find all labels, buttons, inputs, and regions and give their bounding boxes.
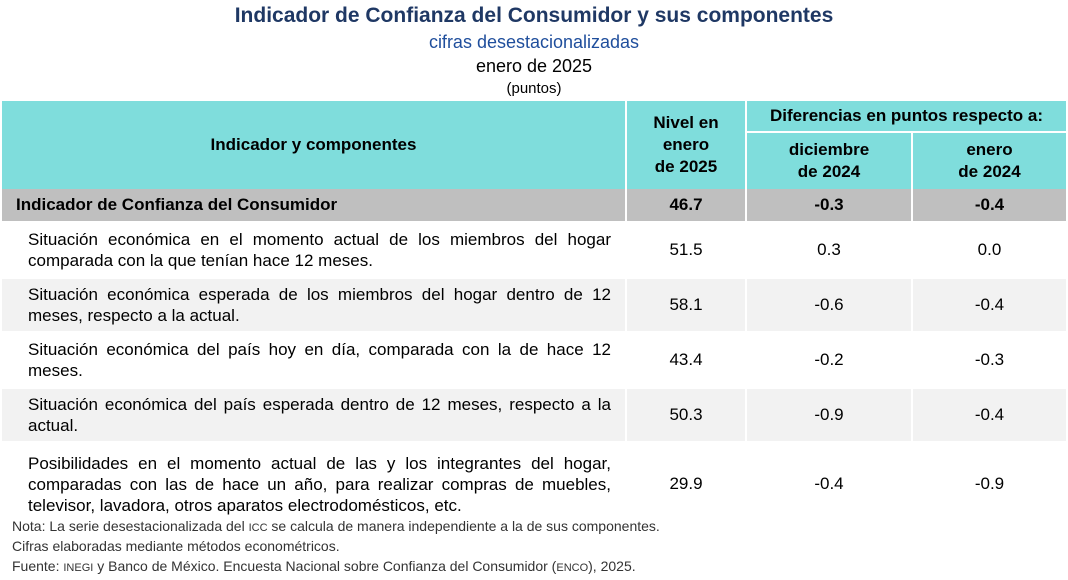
page-title: Indicador de Confianza del Consumidor y …	[234, 4, 834, 27]
row-diff-january: -0.4	[911, 387, 1066, 444]
row-level: 43.4	[625, 332, 746, 389]
row-diff-january: -0.9	[911, 442, 1066, 527]
row-diff-january: -0.4	[911, 189, 1066, 224]
page-subtitle: cifras desestacionalizadas	[428, 32, 640, 52]
row-diff-january: 0.0	[911, 222, 1066, 279]
footnote-econometric: Cifras elaboradas mediante métodos econo…	[12, 538, 340, 554]
row-level: 50.3	[625, 387, 746, 444]
row-diff-december: -0.3	[745, 189, 912, 224]
row-diff-december: -0.2	[745, 332, 912, 389]
footnote-text: y Banco de México. Encuesta Nacional sob…	[93, 558, 557, 574]
header-diff-january: enero de 2024	[912, 132, 1066, 189]
row-level: 51.5	[625, 222, 746, 279]
footnote-text: se calcula de manera independiente a la …	[267, 518, 660, 534]
table-row: Situación económica del país hoy en día,…	[2, 332, 1066, 389]
row-name: Situación económica del país hoy en día,…	[2, 332, 626, 389]
row-name: Posibilidades en el momento actual de la…	[2, 442, 626, 527]
footnote-text: ), 2025.	[588, 558, 636, 574]
row-name: Situación económica en el momento actual…	[2, 222, 626, 279]
row-diff-december: -0.4	[745, 442, 912, 527]
header-diff-january-line1: enero	[966, 140, 1013, 159]
indicator-table: Indicador y componentes Nivel en enero d…	[2, 101, 1066, 527]
footnote-methodology: Nota: La serie desestacionalizada del IC…	[12, 517, 660, 537]
row-name: Indicador de Confianza del Consumidor	[2, 189, 626, 224]
table-row: Situación económica en el momento actual…	[2, 222, 1066, 279]
row-diff-january: -0.3	[911, 332, 1066, 389]
footnote-text: Nota: La serie desestacionalizada del	[12, 518, 249, 534]
row-level: 46.7	[625, 189, 746, 224]
row-diff-december: -0.6	[745, 277, 912, 334]
row-name: Situación económica del país esperada de…	[2, 387, 626, 444]
footnote-acronym-inegi: INEGI	[63, 562, 94, 574]
header-level-line2: enero	[662, 135, 710, 154]
header-differences: Diferencias en puntos respecto a:	[746, 101, 1066, 133]
footnote-acronym-icc: ICC	[248, 522, 268, 534]
header-indicator: Indicador y componentes	[2, 101, 627, 189]
header-diff-december: diciembre de 2024	[746, 132, 913, 189]
header-level: Nivel en enero de 2025	[626, 101, 747, 189]
row-diff-january: -0.4	[911, 277, 1066, 334]
table-row-total: Indicador de Confianza del Consumidor 46…	[2, 189, 1066, 224]
units-label: (puntos)	[506, 80, 562, 97]
header-level-line3: de 2025	[654, 157, 718, 176]
header-diff-january-line2: de 2024	[958, 162, 1021, 181]
row-level: 29.9	[625, 442, 746, 527]
footnote-source: Fuente: INEGI y Banco de México. Encuest…	[12, 557, 636, 577]
row-name: Situación económica esperada de los miem…	[2, 277, 626, 334]
table-row: Situación económica del país esperada de…	[2, 387, 1066, 444]
table-row: Posibilidades en el momento actual de la…	[2, 442, 1066, 527]
header-diff-december-line1: diciembre	[788, 140, 870, 159]
row-diff-december: 0.3	[745, 222, 912, 279]
header-diff-december-line2: de 2024	[797, 162, 861, 181]
row-level: 58.1	[625, 277, 746, 334]
row-diff-december: -0.9	[745, 387, 912, 444]
header-level-line1: Nivel en	[653, 113, 719, 132]
table-row: Situación económica esperada de los miem…	[2, 277, 1066, 334]
reference-date: enero de 2025	[475, 56, 593, 76]
footnote-text: Fuente:	[12, 558, 64, 574]
footnote-acronym-enco: ENCO	[556, 562, 589, 574]
